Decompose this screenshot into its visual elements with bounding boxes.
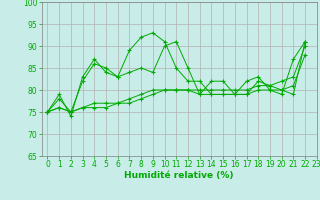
X-axis label: Humidité relative (%): Humidité relative (%) <box>124 171 234 180</box>
